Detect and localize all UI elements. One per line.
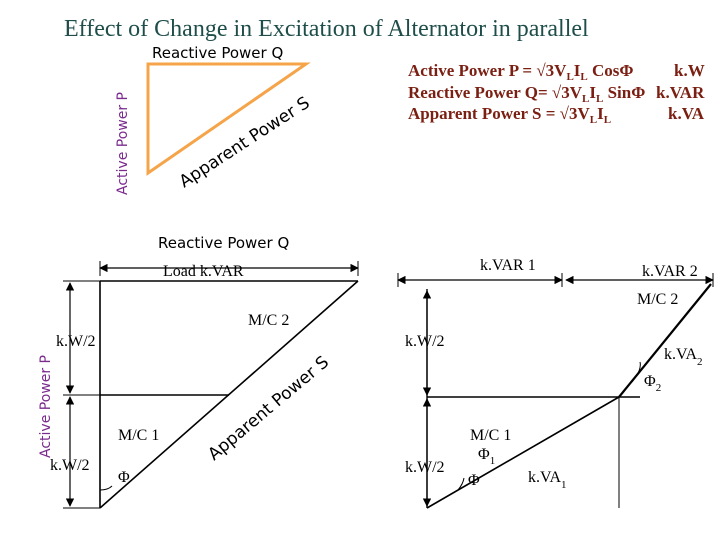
phi2-arc bbox=[631, 361, 641, 383]
left-mc2-label: M/C 2 bbox=[248, 312, 289, 329]
phi1-label: Φ1 bbox=[478, 446, 495, 467]
left-active-power-label: Active Power P bbox=[38, 355, 54, 458]
kva2-label: k.VA2 bbox=[664, 346, 703, 368]
reactive-power-formula: Reactive Power Q= √3VLIL SinΦ bbox=[408, 83, 645, 105]
triangle-reactive-power-label: Reactive Power Q bbox=[152, 44, 283, 62]
right-m2-phasor bbox=[618, 283, 712, 398]
right-m1-phasor bbox=[426, 396, 620, 509]
apparent-power-unit: k.VA bbox=[668, 104, 705, 123]
reactive-power-unit: k.VAR bbox=[656, 83, 705, 102]
right-kw-upper-label: k.W/2 bbox=[405, 333, 445, 350]
kvar2-label: k.VAR 2 bbox=[642, 263, 698, 280]
power-triangle-shape bbox=[146, 62, 311, 176]
phi2-label: Φ2 bbox=[644, 373, 661, 394]
left-reactive-power-label: Reactive Power Q bbox=[158, 234, 289, 252]
kvar1-label: k.VAR 1 bbox=[480, 257, 536, 274]
left-apparent-power-label: Apparent Power S bbox=[204, 352, 333, 464]
page-title: Effect of Change in Excitation of Altern… bbox=[64, 16, 589, 42]
right-phi-arc bbox=[457, 477, 465, 491]
triangle-active-power-label: Active Power P bbox=[115, 92, 131, 195]
active-power-unit: k.W bbox=[674, 61, 705, 80]
kva1-label: k.VA1 bbox=[528, 469, 567, 491]
apparent-power-formula: Apparent Power S = √3VLIL bbox=[408, 104, 611, 126]
right-kw-lower-label: k.W/2 bbox=[405, 459, 445, 476]
right-mc1-label: M/C 1 bbox=[470, 427, 511, 444]
power-triangle bbox=[146, 62, 311, 176]
active-power-formula: Active Power P = √3VLIL CosΦ bbox=[408, 61, 634, 83]
left-kw-lower-label: k.W/2 bbox=[50, 457, 90, 474]
left-phi-label: Φ bbox=[118, 469, 130, 486]
right-mc2-label: M/C 2 bbox=[637, 291, 678, 308]
left-kw-upper-label: k.W/2 bbox=[56, 333, 96, 350]
left-mc1-label: M/C 1 bbox=[118, 427, 159, 444]
load-kvar-label: Load k.VAR bbox=[163, 263, 244, 280]
left-phi-arc bbox=[99, 485, 113, 491]
right-phi-label: Φ bbox=[468, 472, 480, 489]
